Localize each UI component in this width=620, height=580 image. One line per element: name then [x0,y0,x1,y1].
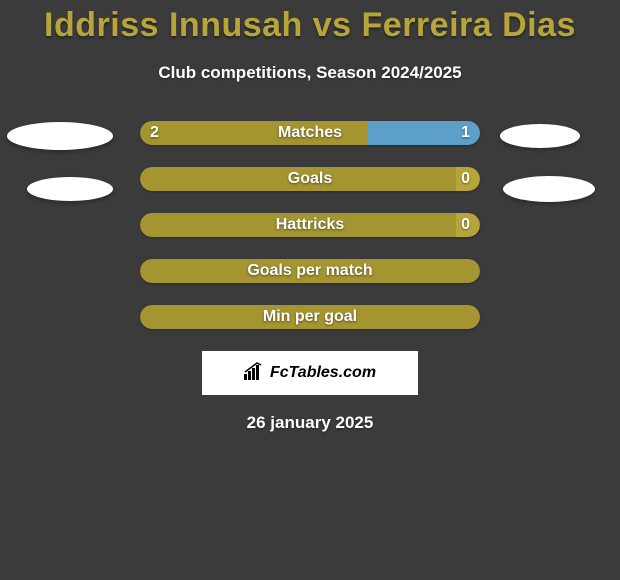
avatar-placeholder [27,177,113,201]
footer-date: 26 january 2025 [0,413,620,433]
stat-bar-right-value: 1 [461,121,470,145]
stat-bar-track [140,259,480,283]
avatar-placeholder [503,176,595,202]
stat-bar-left-fill [140,213,456,237]
stat-bar-left-fill [140,121,367,145]
logo-chart-icon [244,362,266,385]
logo-box: FcTables.com [202,351,418,395]
page-subtitle: Club competitions, Season 2024/2025 [0,63,620,83]
stat-bar-right-value: 0 [461,213,470,237]
stat-bar-left-fill [140,305,480,329]
bars-area: Matches21Goals0Hattricks0Goals per match… [0,121,620,329]
logo-text: FcTables.com [270,364,376,382]
stat-bar-track [140,167,480,191]
stat-bar-track [140,121,480,145]
stat-bar-row: Matches21 [140,121,480,145]
comparison-card: Iddriss Innusah vs Ferreira Dias Club co… [0,0,620,580]
stat-bar-track [140,305,480,329]
avatar-placeholder [500,124,580,148]
stat-bar-row: Hattricks0 [140,213,480,237]
avatar-placeholder [7,122,113,150]
stat-bar-left-fill [140,167,456,191]
stat-bar-left-fill [140,259,480,283]
stat-bar-left-value: 2 [150,121,159,145]
stat-bar-row: Goals per match [140,259,480,283]
page-title: Iddriss Innusah vs Ferreira Dias [0,0,620,45]
stat-bar-row: Goals0 [140,167,480,191]
stat-bar-track [140,213,480,237]
stat-bar-right-value: 0 [461,167,470,191]
stat-bar-row: Min per goal [140,305,480,329]
